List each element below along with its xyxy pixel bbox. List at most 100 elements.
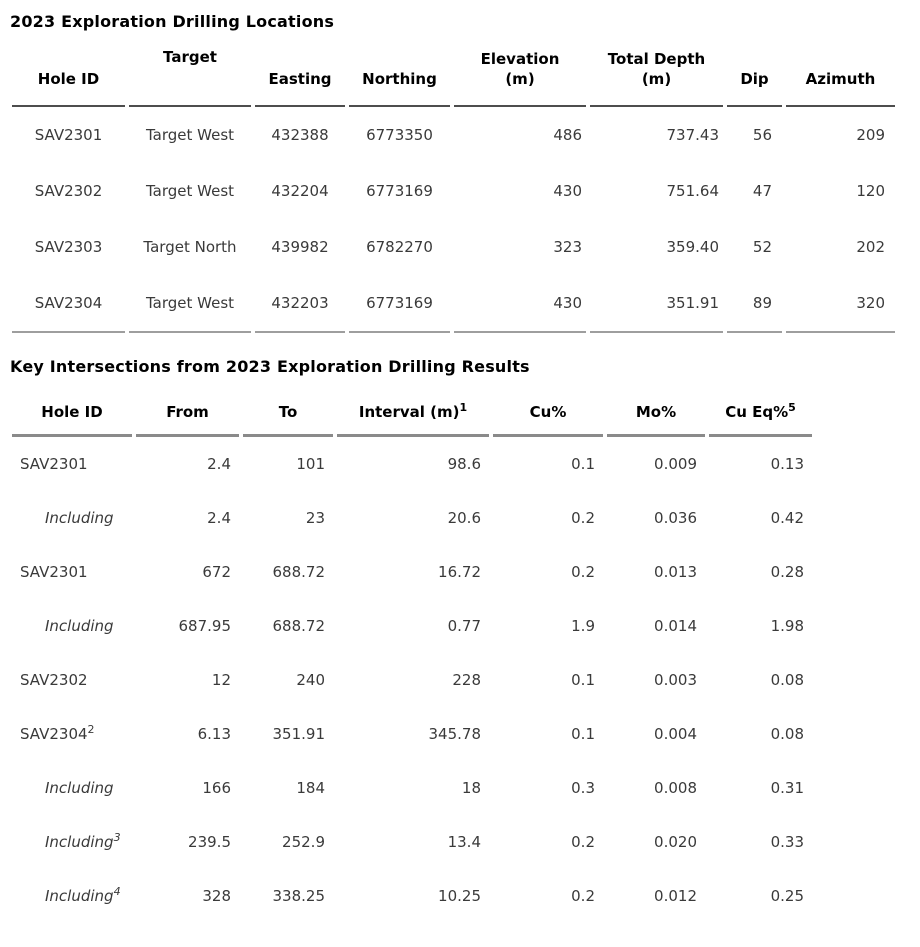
cell-from: 6.13 (197, 725, 231, 743)
cell-to: 688.72 (272, 617, 326, 635)
cell-hole-id: Including (12, 599, 132, 653)
footnote-marker: 3 (113, 831, 121, 844)
cell-to: 338.25 (272, 887, 326, 905)
hole-id-label: Including (45, 833, 114, 851)
cell-hole-id: SAV23042 (12, 707, 132, 761)
cell-cueq: 0.42 (770, 509, 804, 527)
cell-cueq: 0.25 (770, 887, 804, 905)
cell-target: Target West (129, 275, 251, 333)
cell-from: 687.95 (178, 617, 232, 635)
cell-to: 351.91 (272, 725, 326, 743)
col-header-interval-label: Interval (m) (358, 402, 460, 421)
col-header-from: From (136, 388, 239, 437)
col-header-to: To (243, 388, 333, 437)
col-header-hole-id: Hole ID (12, 45, 125, 107)
cell-mo: 0.008 (654, 779, 697, 797)
cell-hole-id: SAV2301 (34, 126, 103, 144)
cell-interval: 20.6 (447, 509, 481, 527)
cell-interval: 10.25 (438, 887, 481, 905)
cell-easting: 432204 (271, 182, 329, 200)
cell-interval: 13.4 (447, 833, 481, 851)
table-row: SAV2301 Target West 432388 6773350 486 7… (12, 107, 895, 163)
cell-target: Target West (145, 126, 235, 144)
cell-target: Target West (145, 182, 235, 200)
cell-to: 240 (296, 671, 325, 689)
cell-total-depth: 751.64 (666, 182, 720, 200)
footnote-marker: 4 (113, 885, 121, 898)
cell-total-depth: 737.43 (666, 126, 720, 144)
drilling-locations-table: Hole ID Target Easting Northing Elevatio… (8, 45, 899, 333)
cell-cu: 0.2 (571, 887, 595, 905)
cell-cueq: 0.08 (770, 725, 804, 743)
col-header-cu: Cu% (493, 388, 603, 437)
key-intersections-table: Hole ID From To Interval (m)1 Cu% Mo% Cu… (8, 388, 816, 923)
col-header-cueq-label: Cu Eq% (725, 402, 789, 421)
cell-hole-id: Including (12, 491, 132, 545)
cell-hole-id: SAV2301 (12, 437, 132, 491)
cell-hole-id: SAV2303 (34, 238, 103, 256)
cell-dip: 47 (752, 182, 772, 200)
cell-cueq: 0.13 (770, 455, 804, 473)
cell-interval: 16.72 (438, 563, 481, 581)
hole-id-label: Including (45, 779, 114, 797)
cell-northing: 6773169 (366, 182, 433, 200)
col-header-cueq: Cu Eq%5 (709, 388, 812, 437)
cell-mo: 0.020 (654, 833, 697, 851)
table-row: Including3 239.5 252.9 13.4 0.2 0.020 0.… (12, 815, 812, 869)
cell-interval: 18 (461, 779, 481, 797)
cell-cu: 0.2 (571, 833, 595, 851)
cell-azimuth: 202 (856, 238, 885, 256)
cell-hole-id: SAV2302 (12, 653, 132, 707)
col-header-elevation-line1: Elevation (480, 49, 560, 68)
footnote-marker: 5 (788, 400, 796, 414)
cell-azimuth: 209 (856, 126, 885, 144)
footnote-marker: 2 (87, 723, 95, 736)
cell-northing: 6773350 (366, 126, 433, 144)
table-row: Including 2.4 23 20.6 0.2 0.036 0.42 (12, 491, 812, 545)
table-row: SAV2301 2.4 101 98.6 0.1 0.009 0.13 (12, 437, 812, 491)
cell-hole-id: SAV2304 (12, 275, 125, 333)
hole-id-label: SAV2302 (20, 671, 88, 689)
hole-id-label: SAV2301 (20, 563, 88, 581)
cell-from: 2.4 (207, 509, 231, 527)
cell-cueq: 0.33 (770, 833, 804, 851)
col-header-dip: Dip (727, 45, 782, 107)
cell-easting: 439982 (271, 238, 329, 256)
cell-hole-id: Including (12, 761, 132, 815)
cell-cu: 0.1 (571, 455, 595, 473)
cell-elevation: 323 (553, 238, 582, 256)
col-header-hole-id: Hole ID (12, 388, 132, 437)
footnote-marker: 1 (459, 400, 468, 414)
cell-interval: 98.6 (447, 455, 481, 473)
cell-azimuth: 120 (856, 182, 885, 200)
cell-from: 239.5 (188, 833, 231, 851)
col-header-easting: Easting (255, 45, 345, 107)
cell-cueq: 0.08 (770, 671, 804, 689)
cell-interval: 345.78 (428, 725, 482, 743)
cell-interval: 228 (452, 671, 481, 689)
cell-elevation: 430 (454, 275, 586, 333)
table-header-row: Hole ID Target Easting Northing Elevatio… (12, 45, 895, 107)
cell-total-depth: 351.91 (590, 275, 723, 333)
table-row: SAV2303 Target North 439982 6782270 323 … (12, 219, 895, 275)
cell-mo: 0.004 (654, 725, 697, 743)
cell-mo: 0.003 (654, 671, 697, 689)
col-header-total-depth: Total Depth (m) (590, 45, 723, 107)
hole-id-label: SAV2304 (20, 725, 88, 743)
cell-dip: 52 (752, 238, 772, 256)
cell-cueq: 0.28 (770, 563, 804, 581)
hole-id-label: Including (45, 617, 114, 635)
cell-from: 166 (202, 779, 231, 797)
cell-to: 184 (296, 779, 325, 797)
cell-interval: 0.77 (447, 617, 481, 635)
cell-to: 101 (296, 455, 325, 473)
col-header-elevation-line2: (m) (505, 69, 535, 88)
col-header-mo: Mo% (607, 388, 705, 437)
cell-dip: 56 (752, 126, 772, 144)
cell-cu: 0.1 (571, 671, 595, 689)
table-row: Including 166 184 18 0.3 0.008 0.31 (12, 761, 812, 815)
cell-northing: 6782270 (366, 238, 433, 256)
table-row: SAV2302 Target West 432204 6773169 430 7… (12, 163, 895, 219)
cell-to: 252.9 (282, 833, 325, 851)
col-header-total-depth-line1: Total Depth (607, 49, 706, 68)
